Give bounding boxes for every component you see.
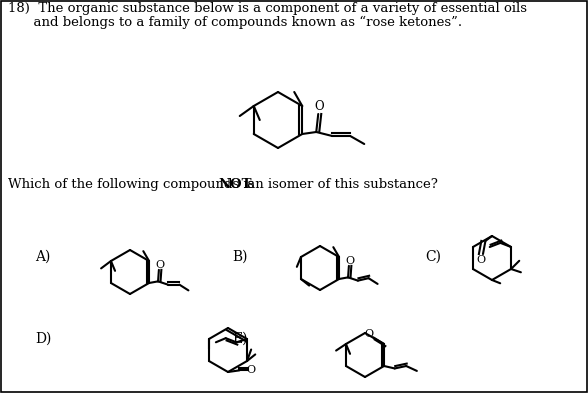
Text: an isomer of this substance?: an isomer of this substance? <box>243 178 438 191</box>
Text: E): E) <box>232 332 248 346</box>
Text: O: O <box>365 329 374 339</box>
Text: A): A) <box>35 250 51 264</box>
Text: Which of the following compounds is: Which of the following compounds is <box>8 178 259 191</box>
Text: D): D) <box>35 332 51 346</box>
Text: O: O <box>246 365 256 375</box>
Text: B): B) <box>232 250 248 264</box>
Text: C): C) <box>425 250 441 264</box>
Text: O: O <box>345 256 355 266</box>
Text: 18)  The organic substance below is a component of a variety of essential oils: 18) The organic substance below is a com… <box>8 2 527 15</box>
Text: O: O <box>315 101 324 114</box>
Text: O: O <box>155 260 164 270</box>
Text: O: O <box>477 255 486 265</box>
Text: and belongs to a family of compounds known as “rose ketones”.: and belongs to a family of compounds kno… <box>8 16 462 29</box>
Text: NOT: NOT <box>218 178 252 191</box>
